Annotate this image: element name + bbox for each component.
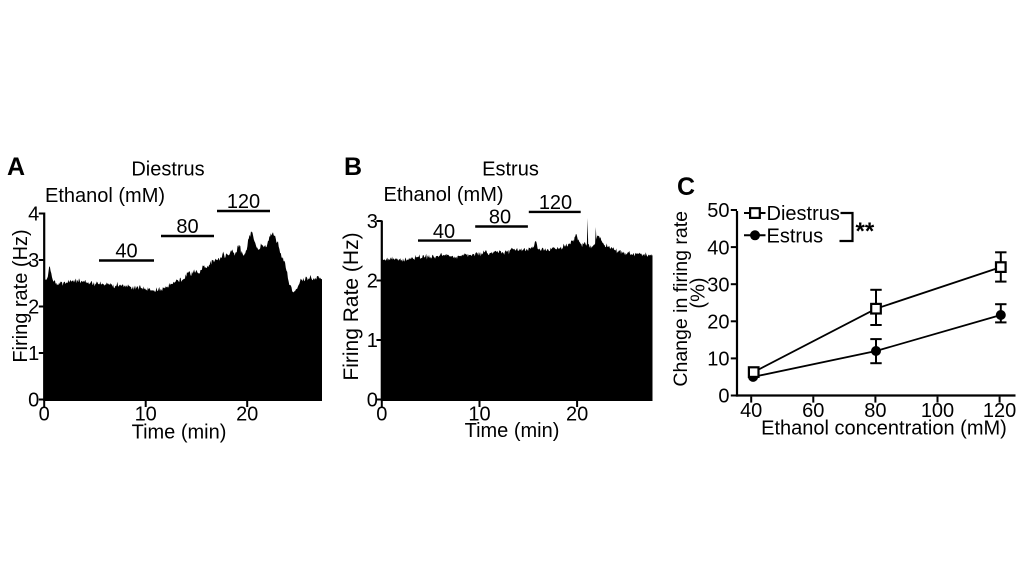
svg-text:40: 40: [707, 237, 729, 259]
svg-text:Change in firing rate: Change in firing rate: [670, 211, 692, 387]
svg-text:60: 60: [802, 400, 824, 422]
svg-text:Diestrus: Diestrus: [767, 203, 840, 225]
svg-text:0: 0: [28, 390, 39, 412]
svg-text:4: 4: [28, 204, 39, 226]
svg-text:10: 10: [135, 404, 157, 426]
svg-text:120: 120: [227, 191, 260, 213]
svg-text:100: 100: [921, 400, 954, 422]
svg-text:Ethanol (mM): Ethanol (mM): [384, 184, 504, 206]
svg-text:Estrus: Estrus: [482, 159, 539, 181]
svg-text:(%): (%): [688, 277, 710, 308]
svg-text:0: 0: [367, 390, 378, 412]
svg-text:40: 40: [740, 400, 762, 422]
svg-text:3: 3: [28, 250, 39, 272]
svg-text:0: 0: [718, 386, 729, 408]
svg-text:10: 10: [468, 404, 490, 426]
svg-text:3: 3: [367, 211, 378, 233]
svg-text:Ethanol (mM): Ethanol (mM): [45, 185, 165, 207]
svg-text:20: 20: [707, 312, 729, 334]
svg-text:2: 2: [367, 271, 378, 293]
svg-text:80: 80: [864, 400, 886, 422]
svg-text:C: C: [677, 173, 695, 201]
svg-text:Time (min): Time (min): [132, 422, 227, 444]
svg-text:120: 120: [983, 400, 1016, 422]
svg-text:20: 20: [236, 404, 258, 426]
svg-text:Ethanol concentration (mM): Ethanol concentration (mM): [761, 418, 1007, 440]
svg-text:120: 120: [539, 192, 572, 214]
svg-text:80: 80: [176, 216, 198, 238]
svg-text:0: 0: [39, 404, 50, 426]
svg-text:Diestrus: Diestrus: [131, 159, 204, 181]
svg-text:Firing rate (Hz): Firing rate (Hz): [10, 229, 32, 362]
svg-text:Time (min): Time (min): [465, 420, 560, 442]
svg-text:40: 40: [115, 241, 137, 263]
svg-text:10: 10: [707, 349, 729, 371]
svg-text:Firing Rate (Hz): Firing Rate (Hz): [340, 232, 363, 380]
svg-text:1: 1: [28, 343, 39, 365]
svg-text:A: A: [7, 153, 25, 181]
svg-text:30: 30: [707, 274, 729, 296]
svg-text:Estrus: Estrus: [767, 226, 824, 248]
svg-text:80: 80: [489, 207, 511, 229]
svg-text:2: 2: [28, 297, 39, 319]
svg-text:0: 0: [376, 404, 387, 426]
svg-text:**: **: [856, 218, 875, 245]
svg-text:40: 40: [433, 221, 455, 243]
svg-text:20: 20: [566, 404, 588, 426]
svg-text:50: 50: [707, 200, 729, 222]
svg-text:B: B: [344, 153, 362, 181]
svg-text:1: 1: [367, 330, 378, 352]
